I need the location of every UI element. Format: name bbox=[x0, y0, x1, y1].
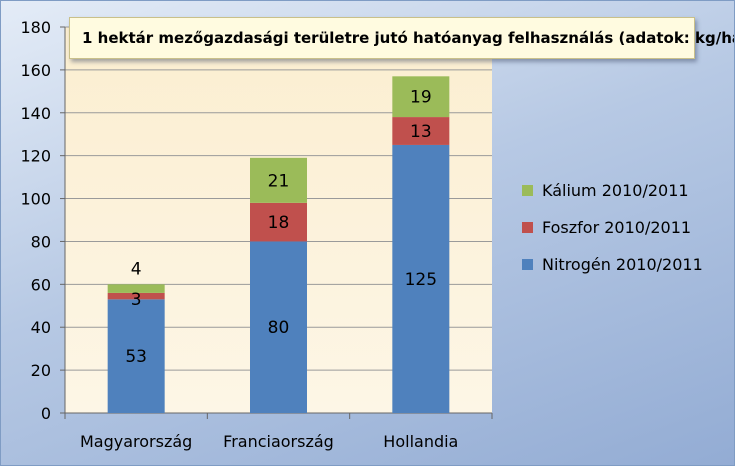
y-tick-label: 160 bbox=[20, 61, 51, 80]
bar-segment bbox=[392, 76, 450, 118]
y-tick-label: 120 bbox=[20, 147, 51, 166]
bar-segment bbox=[107, 284, 165, 293]
bar-segment bbox=[250, 241, 307, 413]
y-tick-label: 140 bbox=[20, 104, 51, 123]
data-label: 53 bbox=[125, 347, 147, 367]
data-label: 125 bbox=[405, 270, 437, 290]
data-label: 19 bbox=[410, 88, 432, 108]
data-label: 4 bbox=[131, 259, 142, 279]
y-tick-label: 40 bbox=[31, 318, 51, 337]
x-category-label: Franciaország bbox=[223, 432, 334, 451]
bar-segment bbox=[392, 144, 450, 413]
y-tick-label: 100 bbox=[20, 190, 51, 209]
y-tick-label: 0 bbox=[41, 404, 51, 423]
y-tick-label: 80 bbox=[31, 232, 51, 251]
bar-segment bbox=[107, 292, 165, 300]
bar-segment bbox=[250, 202, 307, 242]
bar-segment bbox=[107, 299, 165, 413]
data-label: 3 bbox=[131, 290, 142, 310]
chart-title: 1 hektár mezőgazdasági területre jutó ha… bbox=[69, 17, 734, 59]
data-label: 13 bbox=[410, 122, 432, 142]
x-category-label: Magyarország bbox=[80, 432, 192, 451]
legend-swatch bbox=[522, 222, 533, 233]
data-label: 18 bbox=[268, 213, 290, 233]
y-tick-label: 180 bbox=[20, 18, 51, 37]
x-category-label: Hollandia bbox=[383, 432, 458, 451]
data-label: 80 bbox=[268, 318, 290, 338]
legend-entry: Kálium 2010/2011 bbox=[542, 181, 689, 200]
y-tick-label: 20 bbox=[31, 361, 51, 380]
legend-entry: Foszfor 2010/2011 bbox=[542, 218, 691, 237]
data-label: 21 bbox=[268, 171, 290, 191]
bar-segment bbox=[250, 157, 307, 203]
legend-entry: Nitrogén 2010/2011 bbox=[542, 255, 703, 274]
legend-swatch bbox=[522, 185, 533, 196]
bar-segment bbox=[392, 117, 450, 145]
y-tick-label: 60 bbox=[31, 275, 51, 294]
legend-swatch bbox=[522, 259, 533, 270]
